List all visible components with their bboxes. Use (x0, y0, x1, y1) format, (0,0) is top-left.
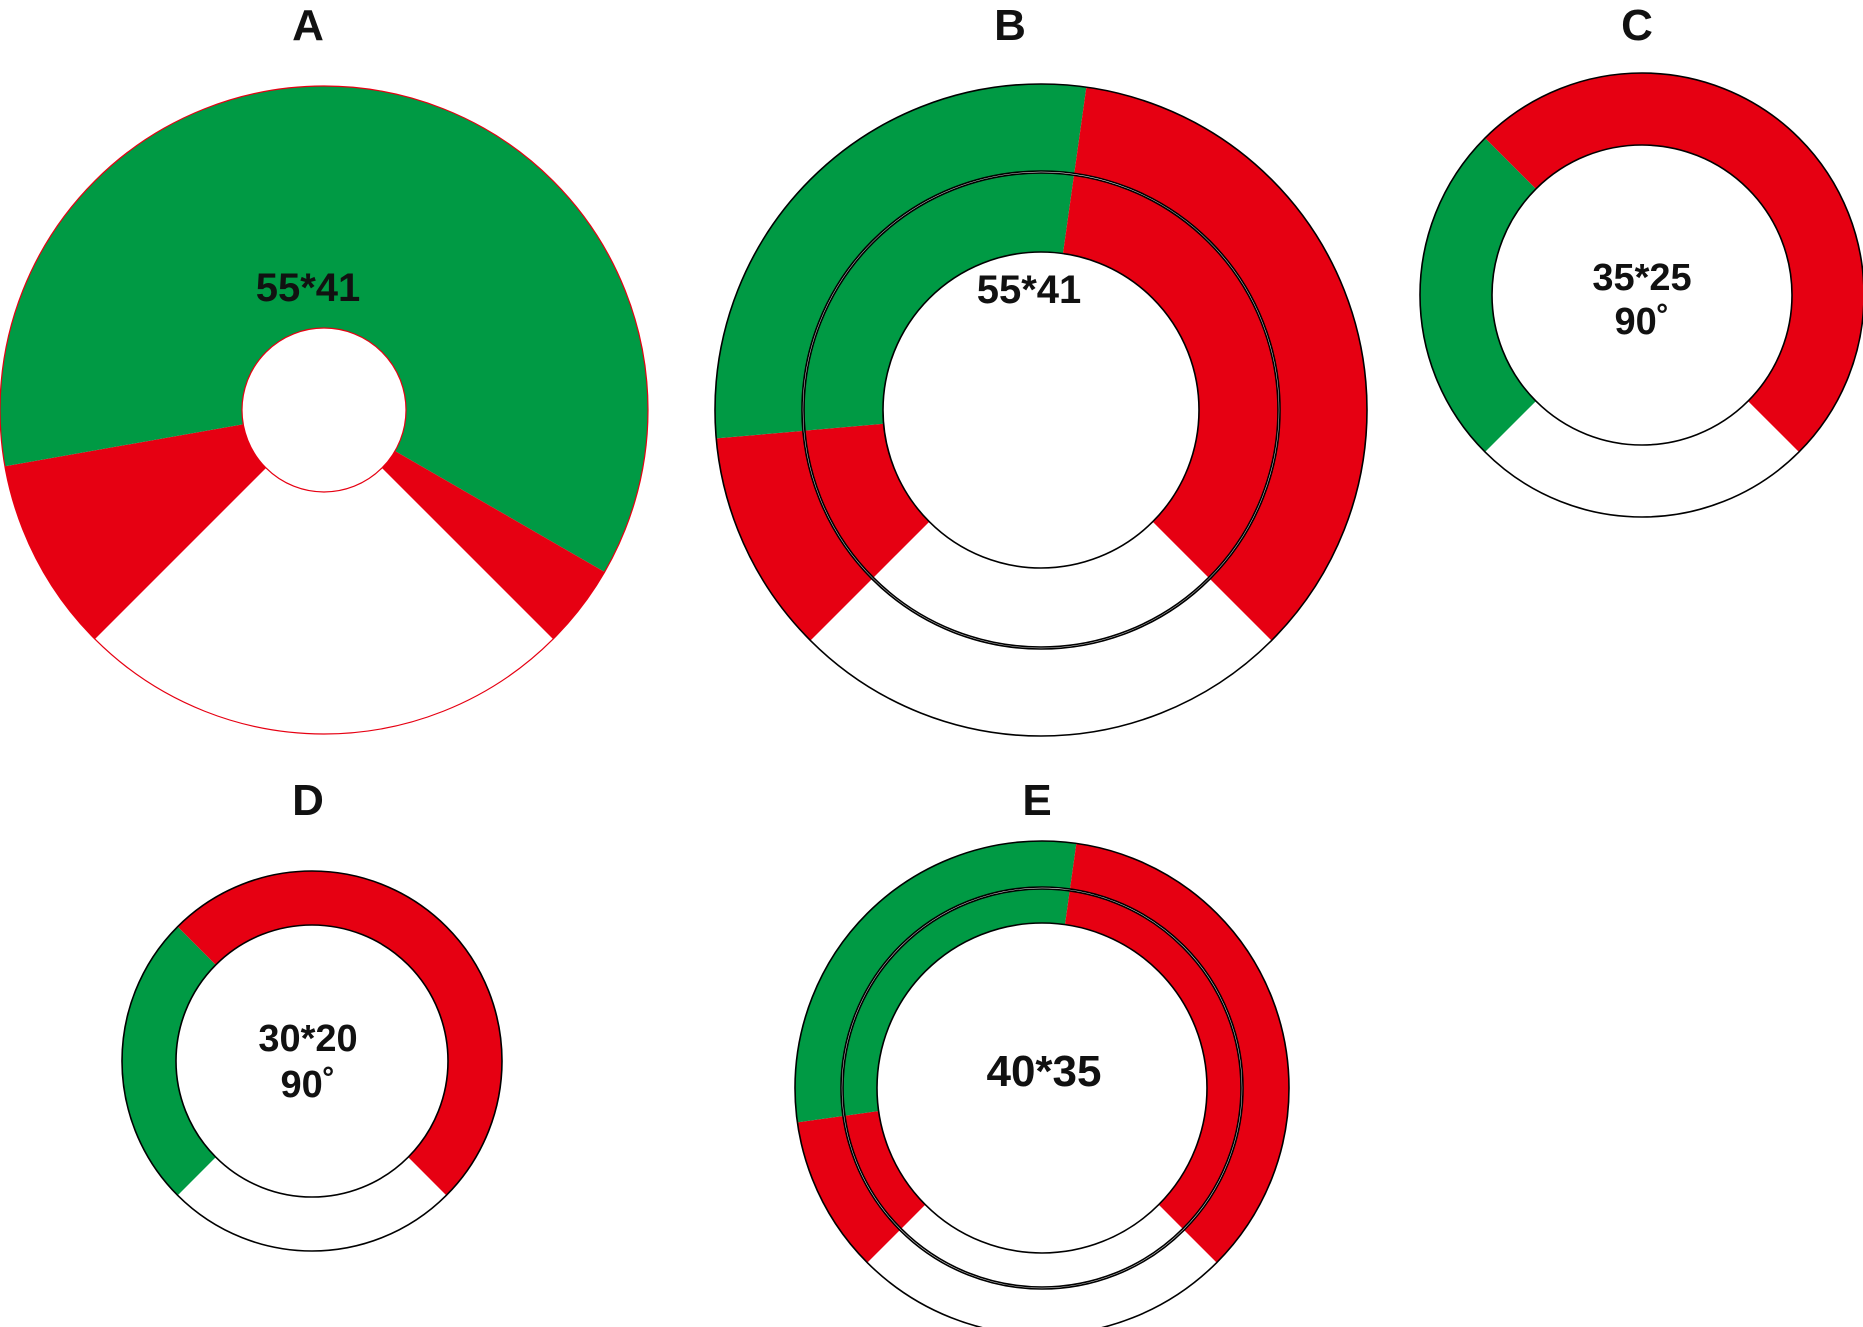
panel-c: C 35*25 90˚ (1419, 1, 1863, 518)
panel-c-center-text-line-2: 90˚ (1615, 301, 1670, 343)
panel-d-rings (121, 870, 503, 1252)
panel-e-ring-2-red-segment-3 (1064, 890, 1241, 1229)
panel-d-label: D (292, 776, 324, 825)
panel-d: D 30*20 90˚ (121, 776, 503, 1252)
panel-c-ring-1-red-segment-2 (1485, 73, 1863, 452)
panel-b-ring-1-outer-outline (714, 83, 1368, 737)
panel-b-rings (714, 83, 1368, 737)
panel-b-ring-2-green-segment-2 (804, 173, 1074, 431)
panel-b-ring-2-inner-outline (882, 251, 1200, 569)
panel-a-label: A (292, 1, 324, 50)
panel-c-ring-1-green-segment-1 (1420, 138, 1536, 452)
panel-c-rings (1419, 72, 1863, 518)
panel-d-center-text-line-2: 90˚ (281, 1064, 336, 1106)
panel-e-ring-2-red-segment-1 (844, 1110, 926, 1229)
panel-e-center-text-line-1: 40*35 (986, 1047, 1101, 1096)
panel-a-ring-1-green-segment-2 (0, 86, 648, 572)
panel-e-ring-1-green-segment-2 (795, 841, 1077, 1123)
panel-a-ring-1-red-segment-3 (381, 451, 605, 640)
panel-c-ring-1-outer-outline (1419, 72, 1863, 518)
panel-d-ring-1-inner-outline (175, 924, 449, 1198)
panel-e-ring-2-green-segment-2 (842, 889, 1070, 1116)
panel-a-ring-1-inner-outline (241, 327, 407, 493)
panel-d-ring-1-red-segment-2 (177, 871, 502, 1196)
panel-c-ring-1-inner-outline (1491, 144, 1793, 446)
panel-b-ring-1-red-segment-3 (1074, 87, 1367, 641)
panel-a-ring-1-outer-outline (0, 85, 649, 735)
panel-b-ring-2-red-segment-3 (1062, 175, 1278, 578)
panel-c-center-text-line-1: 35*25 (1592, 257, 1691, 299)
panel-b-center-text-line-1: 55*41 (977, 268, 1082, 312)
panel-a-rings (0, 85, 649, 735)
panel-b: B 55*41 (714, 1, 1368, 737)
panel-d-ring-1-outer-outline (121, 870, 503, 1252)
panel-d-ring-1-green-segment-1 (121, 926, 216, 1196)
panel-e-ring-1-red-segment-3 (1069, 843, 1289, 1263)
panel-b-ring-2-outer-outline (803, 172, 1279, 648)
panel-b-ring-1-red-segment-1 (716, 430, 873, 641)
panel-e-ring-2-outer-outline (842, 888, 1242, 1288)
panel-a-ring-1-red-segment-1 (4, 424, 267, 640)
panel-e-label: E (1022, 776, 1051, 825)
panel-b-ring-1-green-segment-2 (715, 83, 1087, 439)
panel-e-ring-1-inner-outline (840, 886, 1244, 1290)
panel-b-ring-2-red-segment-1 (804, 423, 930, 578)
panel-d-center-text-line-1: 30*20 (258, 1018, 357, 1060)
panel-a-center-text-line-1: 55*41 (256, 266, 361, 310)
panel-c-label: C (1621, 1, 1653, 50)
panel-b-ring-1-inner-outline (801, 170, 1281, 650)
panel-e: E 40*35 (794, 776, 1290, 1327)
panel-b-label: B (994, 1, 1026, 50)
panel-a: A 55*41 (0, 1, 649, 735)
panel-e-ring-2-inner-outline (876, 922, 1208, 1254)
panel-e-rings (794, 840, 1290, 1327)
panel-e-ring-1-red-segment-1 (797, 1115, 900, 1263)
panel-e-ring-1-outer-outline (794, 840, 1290, 1327)
